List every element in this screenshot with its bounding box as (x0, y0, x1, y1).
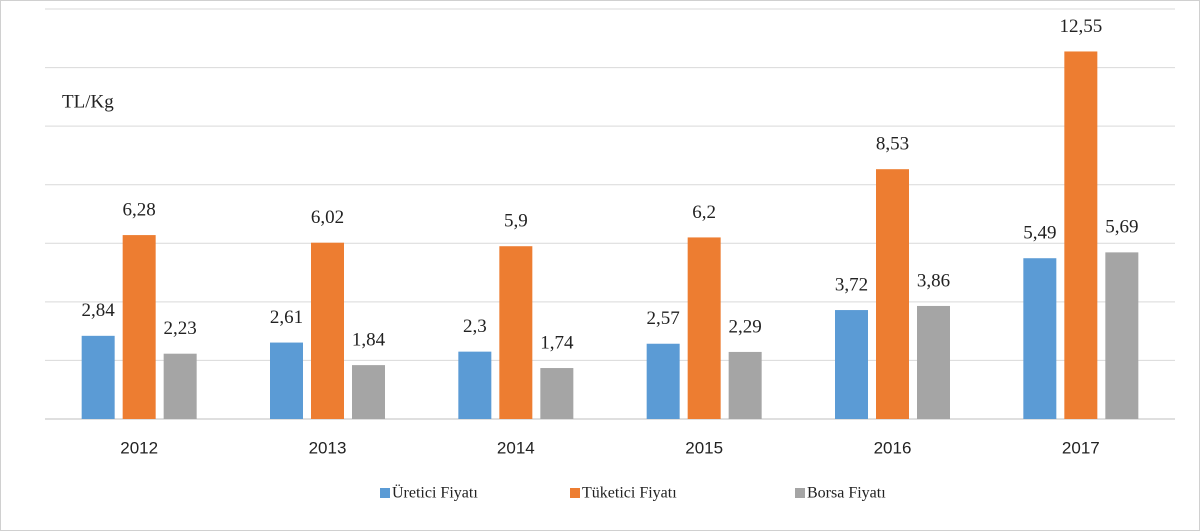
x-tick-label: 2017 (1062, 438, 1100, 457)
data-label: 6,28 (123, 199, 156, 220)
bar (835, 310, 868, 419)
bar (122, 235, 156, 419)
bar (163, 353, 197, 419)
bar (352, 365, 385, 419)
data-label: 2,57 (647, 308, 680, 329)
data-label: 12,55 (1059, 16, 1102, 37)
data-label: 2,3 (463, 316, 487, 337)
legend-swatch (795, 488, 805, 498)
bar (1023, 258, 1057, 419)
legend-swatch (380, 488, 390, 498)
data-label: 8,53 (876, 134, 909, 155)
data-label: 5,49 (1023, 223, 1056, 244)
data-label: 5,69 (1105, 217, 1138, 238)
bar (1105, 252, 1139, 419)
x-tick-label: 2014 (497, 438, 535, 457)
bar (458, 351, 492, 419)
x-tick-label: 2012 (120, 438, 158, 457)
bar (687, 237, 721, 419)
bar (1064, 51, 1098, 419)
legend-label: Üretici Fiyatı (392, 484, 478, 502)
bar (499, 246, 533, 419)
x-tick-label: 2015 (685, 438, 723, 457)
bar (917, 305, 950, 419)
bar (540, 368, 574, 419)
data-label: 5,9 (504, 211, 528, 232)
bar (81, 335, 115, 419)
data-label: 6,2 (692, 202, 716, 223)
data-label: 2,29 (729, 316, 762, 337)
data-label: 6,02 (311, 207, 344, 228)
data-label: 2,23 (164, 318, 197, 339)
x-tick-label: 2013 (309, 438, 347, 457)
legend-swatch (570, 488, 580, 498)
legend-label: Borsa Fiyatı (807, 485, 886, 502)
data-label: 1,84 (352, 329, 386, 350)
legend-label: Tüketici Fiyatı (582, 485, 677, 502)
x-tick-label: 2016 (874, 438, 912, 457)
data-label: 2,61 (270, 307, 303, 328)
data-label: 1,74 (540, 332, 574, 353)
data-label: 3,86 (917, 270, 950, 291)
y-axis-label: TL/Kg (62, 91, 114, 112)
data-label: 3,72 (835, 274, 868, 295)
bar (728, 351, 762, 419)
bar (270, 342, 303, 419)
bar (311, 242, 344, 419)
bar (876, 169, 909, 419)
bar (646, 343, 680, 419)
data-label: 2,84 (82, 300, 116, 321)
